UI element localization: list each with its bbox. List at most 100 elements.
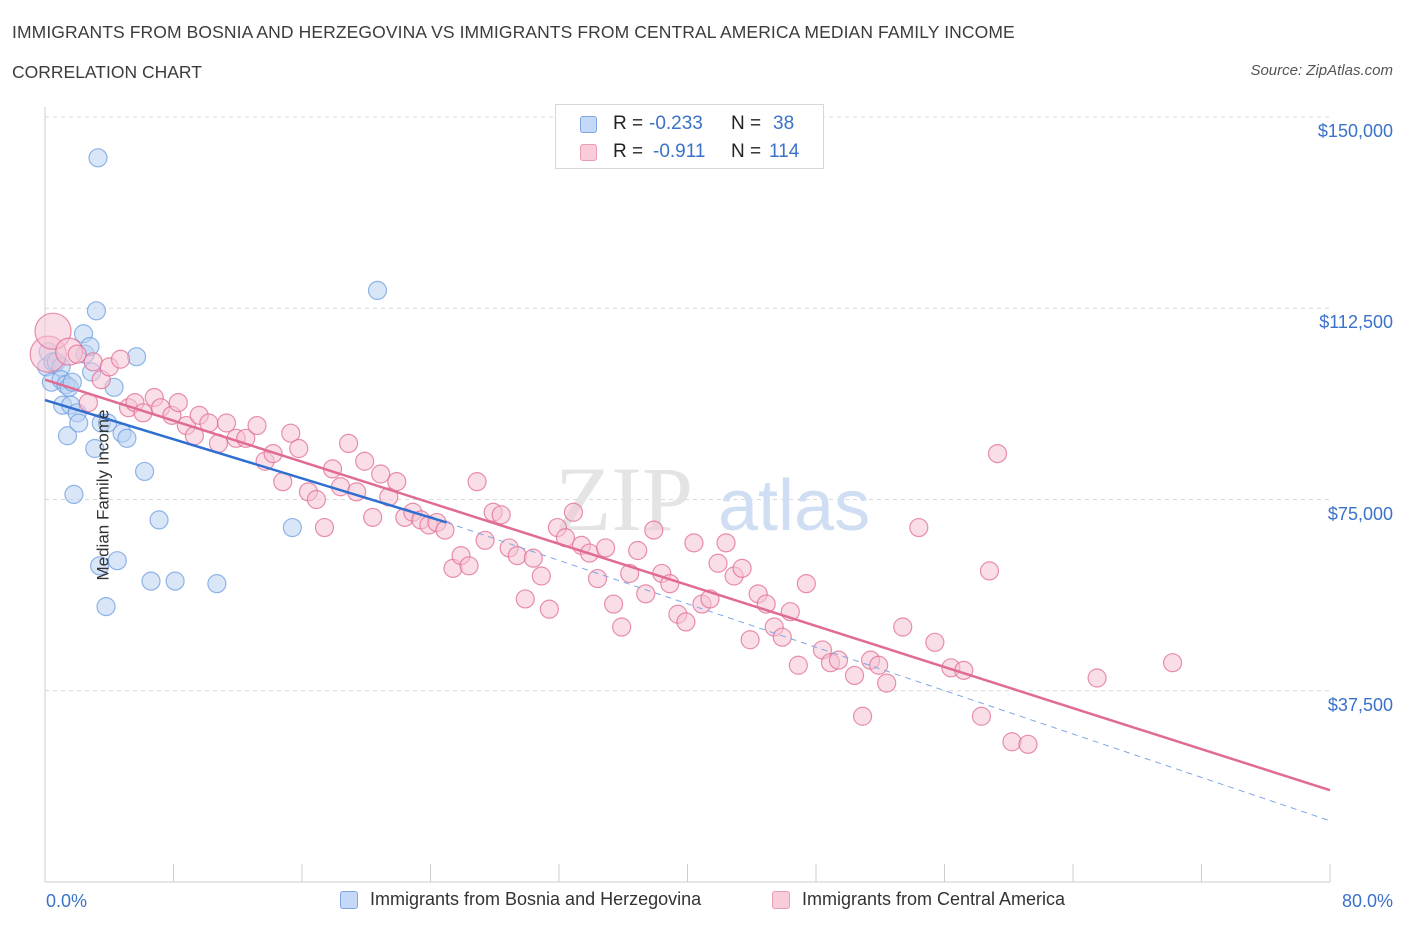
point-central-america <box>306 489 327 510</box>
trend-line-bosnia-projection <box>446 521 1331 822</box>
axes <box>44 107 1331 883</box>
bottom-legend-central-america: Immigrants from Central America <box>772 889 1065 910</box>
legend-row-bosnia: R = -0.233 N = 38 <box>580 112 813 136</box>
point-central-america <box>772 627 792 647</box>
legend-r-value: -0.233 <box>649 113 703 134</box>
point-central-america <box>459 556 479 576</box>
bottom-legend-swatch-central-america <box>772 890 790 909</box>
point-bosnia <box>207 574 227 594</box>
watermark-atlas: atlas <box>718 466 870 546</box>
point-central-america <box>844 665 865 686</box>
chart-title: IMMIGRANTS FROM BOSNIA AND HERZEGOVINA V… <box>12 22 1015 42</box>
point-central-america <box>1002 732 1022 752</box>
point-central-america <box>909 517 929 538</box>
point-central-america <box>971 706 992 726</box>
point-central-america <box>1087 668 1107 688</box>
point-central-america <box>595 538 616 558</box>
legend-n-label: N = <box>731 113 762 134</box>
point-central-america <box>168 393 188 413</box>
point-central-america <box>716 533 736 553</box>
point-bosnia <box>134 461 155 482</box>
legend-swatch-central-america <box>580 143 597 161</box>
point-central-america <box>563 502 584 522</box>
point-central-america <box>796 574 816 594</box>
legend-n-value: 38 <box>773 113 795 134</box>
point-central-america <box>828 650 849 670</box>
point-central-america <box>247 415 267 436</box>
point-central-america <box>987 444 1008 464</box>
bottom-legend-label-central-america: Immigrants from Central America <box>802 889 1066 909</box>
point-central-america <box>507 545 527 566</box>
point-central-america <box>644 520 664 540</box>
source-credit: Source: ZipAtlas.com <box>1250 62 1393 79</box>
x-tick-min: 0.0% <box>46 891 88 911</box>
bottom-legend-label-bosnia: Immigrants from Bosnia and Herzegovina <box>370 889 702 909</box>
point-central-america <box>604 594 624 614</box>
point-central-america <box>877 673 897 693</box>
bottom-legend-bosnia: Immigrants from Bosnia and Herzegovina <box>340 889 701 910</box>
point-bosnia <box>96 596 116 617</box>
point-bosnia <box>85 438 105 459</box>
legend-row-central-america: R = -0.911 N = 114 <box>580 140 809 164</box>
legend-swatch-bosnia <box>580 115 597 133</box>
point-central-america <box>475 530 495 550</box>
point-central-america <box>788 655 808 675</box>
point-central-america <box>289 438 309 459</box>
point-central-america <box>515 589 535 609</box>
point-central-america <box>732 558 752 578</box>
point-bosnia <box>57 426 78 446</box>
point-central-america <box>338 433 359 453</box>
point-central-america <box>371 464 391 484</box>
point-central-america <box>676 612 696 632</box>
watermark: ZIP atlas <box>555 448 870 550</box>
point-central-america <box>893 617 913 637</box>
y-axis-label: Median Family Income <box>93 409 113 581</box>
point-central-america <box>869 655 889 675</box>
point-central-america <box>979 561 1000 581</box>
point-central-america <box>363 507 383 527</box>
point-bosnia <box>90 556 110 576</box>
point-central-america <box>67 344 87 364</box>
point-central-america <box>740 630 760 650</box>
point-central-america <box>216 413 237 433</box>
y-tick-label: $112,500 <box>1319 312 1393 333</box>
y-tick-label: $37,500 <box>1327 694 1393 715</box>
legend-n-label: N = <box>731 141 762 162</box>
point-central-america <box>636 584 656 604</box>
point-central-america <box>925 632 945 652</box>
trend-line-bosnia <box>44 398 447 524</box>
point-bosnia <box>126 347 147 367</box>
point-bosnia <box>141 571 161 591</box>
point-bosnia <box>165 571 185 591</box>
point-central-america <box>531 566 551 586</box>
point-central-america <box>467 472 487 492</box>
point-central-america <box>587 568 608 589</box>
point-bosnia <box>88 148 108 168</box>
point-central-america <box>83 352 103 372</box>
legend-r-label: R = <box>613 113 644 134</box>
point-bosnia <box>69 413 89 433</box>
point-central-america <box>1018 734 1038 754</box>
point-central-america <box>852 706 873 726</box>
correlation-legend: R = -0.233 N = 38 R = -0.911 N = 114 <box>555 104 824 169</box>
gridlines <box>45 116 1330 692</box>
point-central-america <box>110 349 131 369</box>
point-bosnia <box>282 517 302 538</box>
bottom-legend-swatch-bosnia <box>340 890 358 909</box>
y-tick-label: $75,000 <box>1327 503 1393 524</box>
point-bosnia <box>367 280 388 300</box>
point-central-america <box>523 548 543 568</box>
point-bosnia <box>64 484 84 504</box>
point-bosnia <box>117 428 137 448</box>
trend-line-central-america <box>44 378 1331 792</box>
point-central-america <box>628 540 648 561</box>
point-central-america <box>355 451 375 471</box>
point-central-america <box>1162 653 1183 673</box>
point-central-america <box>491 505 511 525</box>
point-central-america <box>314 517 335 538</box>
point-central-america <box>539 599 559 619</box>
y-tick-label: $150,000 <box>1317 121 1393 141</box>
point-central-america <box>387 472 407 492</box>
point-central-america <box>708 553 728 573</box>
watermark-zip: ZIP <box>555 448 693 550</box>
